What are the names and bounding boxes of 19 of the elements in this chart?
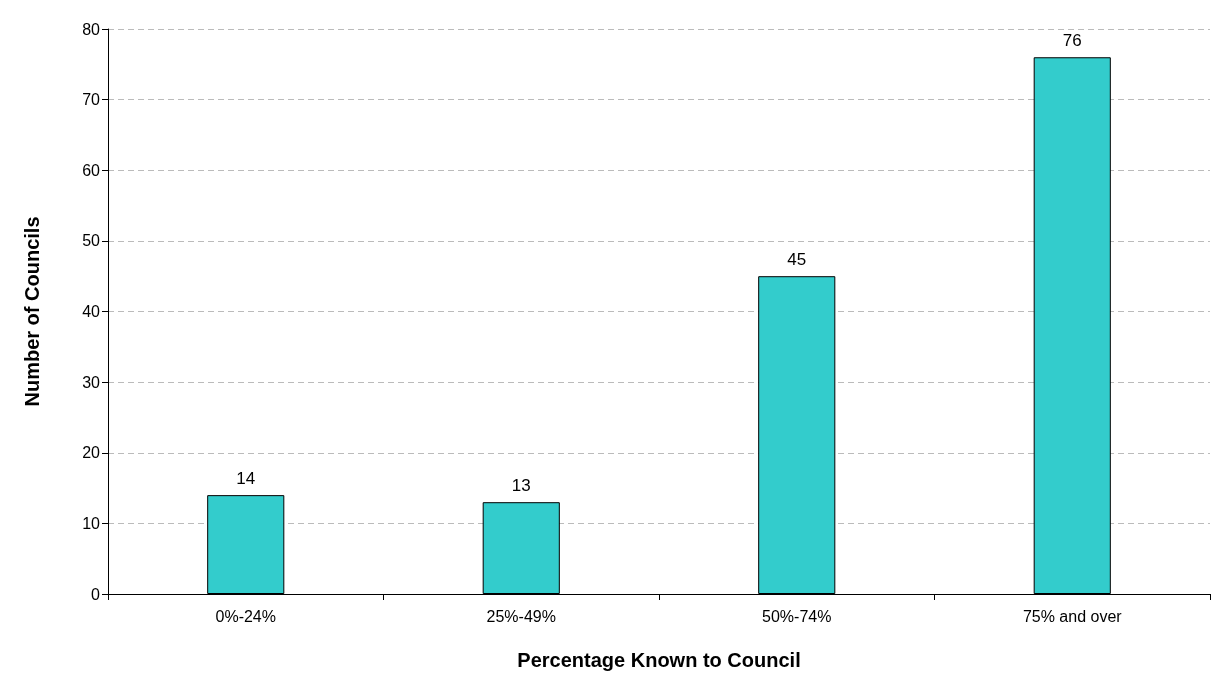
- y-tick-label: 60: [82, 161, 101, 179]
- data-label: 45: [787, 250, 807, 270]
- x-tick-label: 50%-74%: [762, 607, 832, 625]
- x-tick-label: 0%-24%: [215, 607, 276, 625]
- y-tick-label: 80: [82, 20, 101, 38]
- x-tick-label: 75% and over: [1022, 607, 1123, 625]
- data-label: 13: [511, 476, 531, 496]
- y-tick-label: 20: [82, 444, 101, 462]
- y-tick-label: 40: [82, 303, 101, 320]
- y-tick-label: 10: [82, 514, 101, 532]
- x-tick-label: 25%-49%: [486, 607, 556, 625]
- x-axis-title: Percentage Known to Council: [517, 649, 801, 671]
- data-label: 14: [236, 469, 256, 489]
- y-tick-label: 0: [91, 585, 101, 603]
- data-label: 76: [1062, 31, 1082, 51]
- y-axis-title: Number of Councils: [21, 216, 43, 407]
- y-tick-label: 70: [82, 91, 101, 109]
- y-tick-label: 50: [82, 232, 101, 250]
- y-tick-label: 30: [82, 373, 101, 391]
